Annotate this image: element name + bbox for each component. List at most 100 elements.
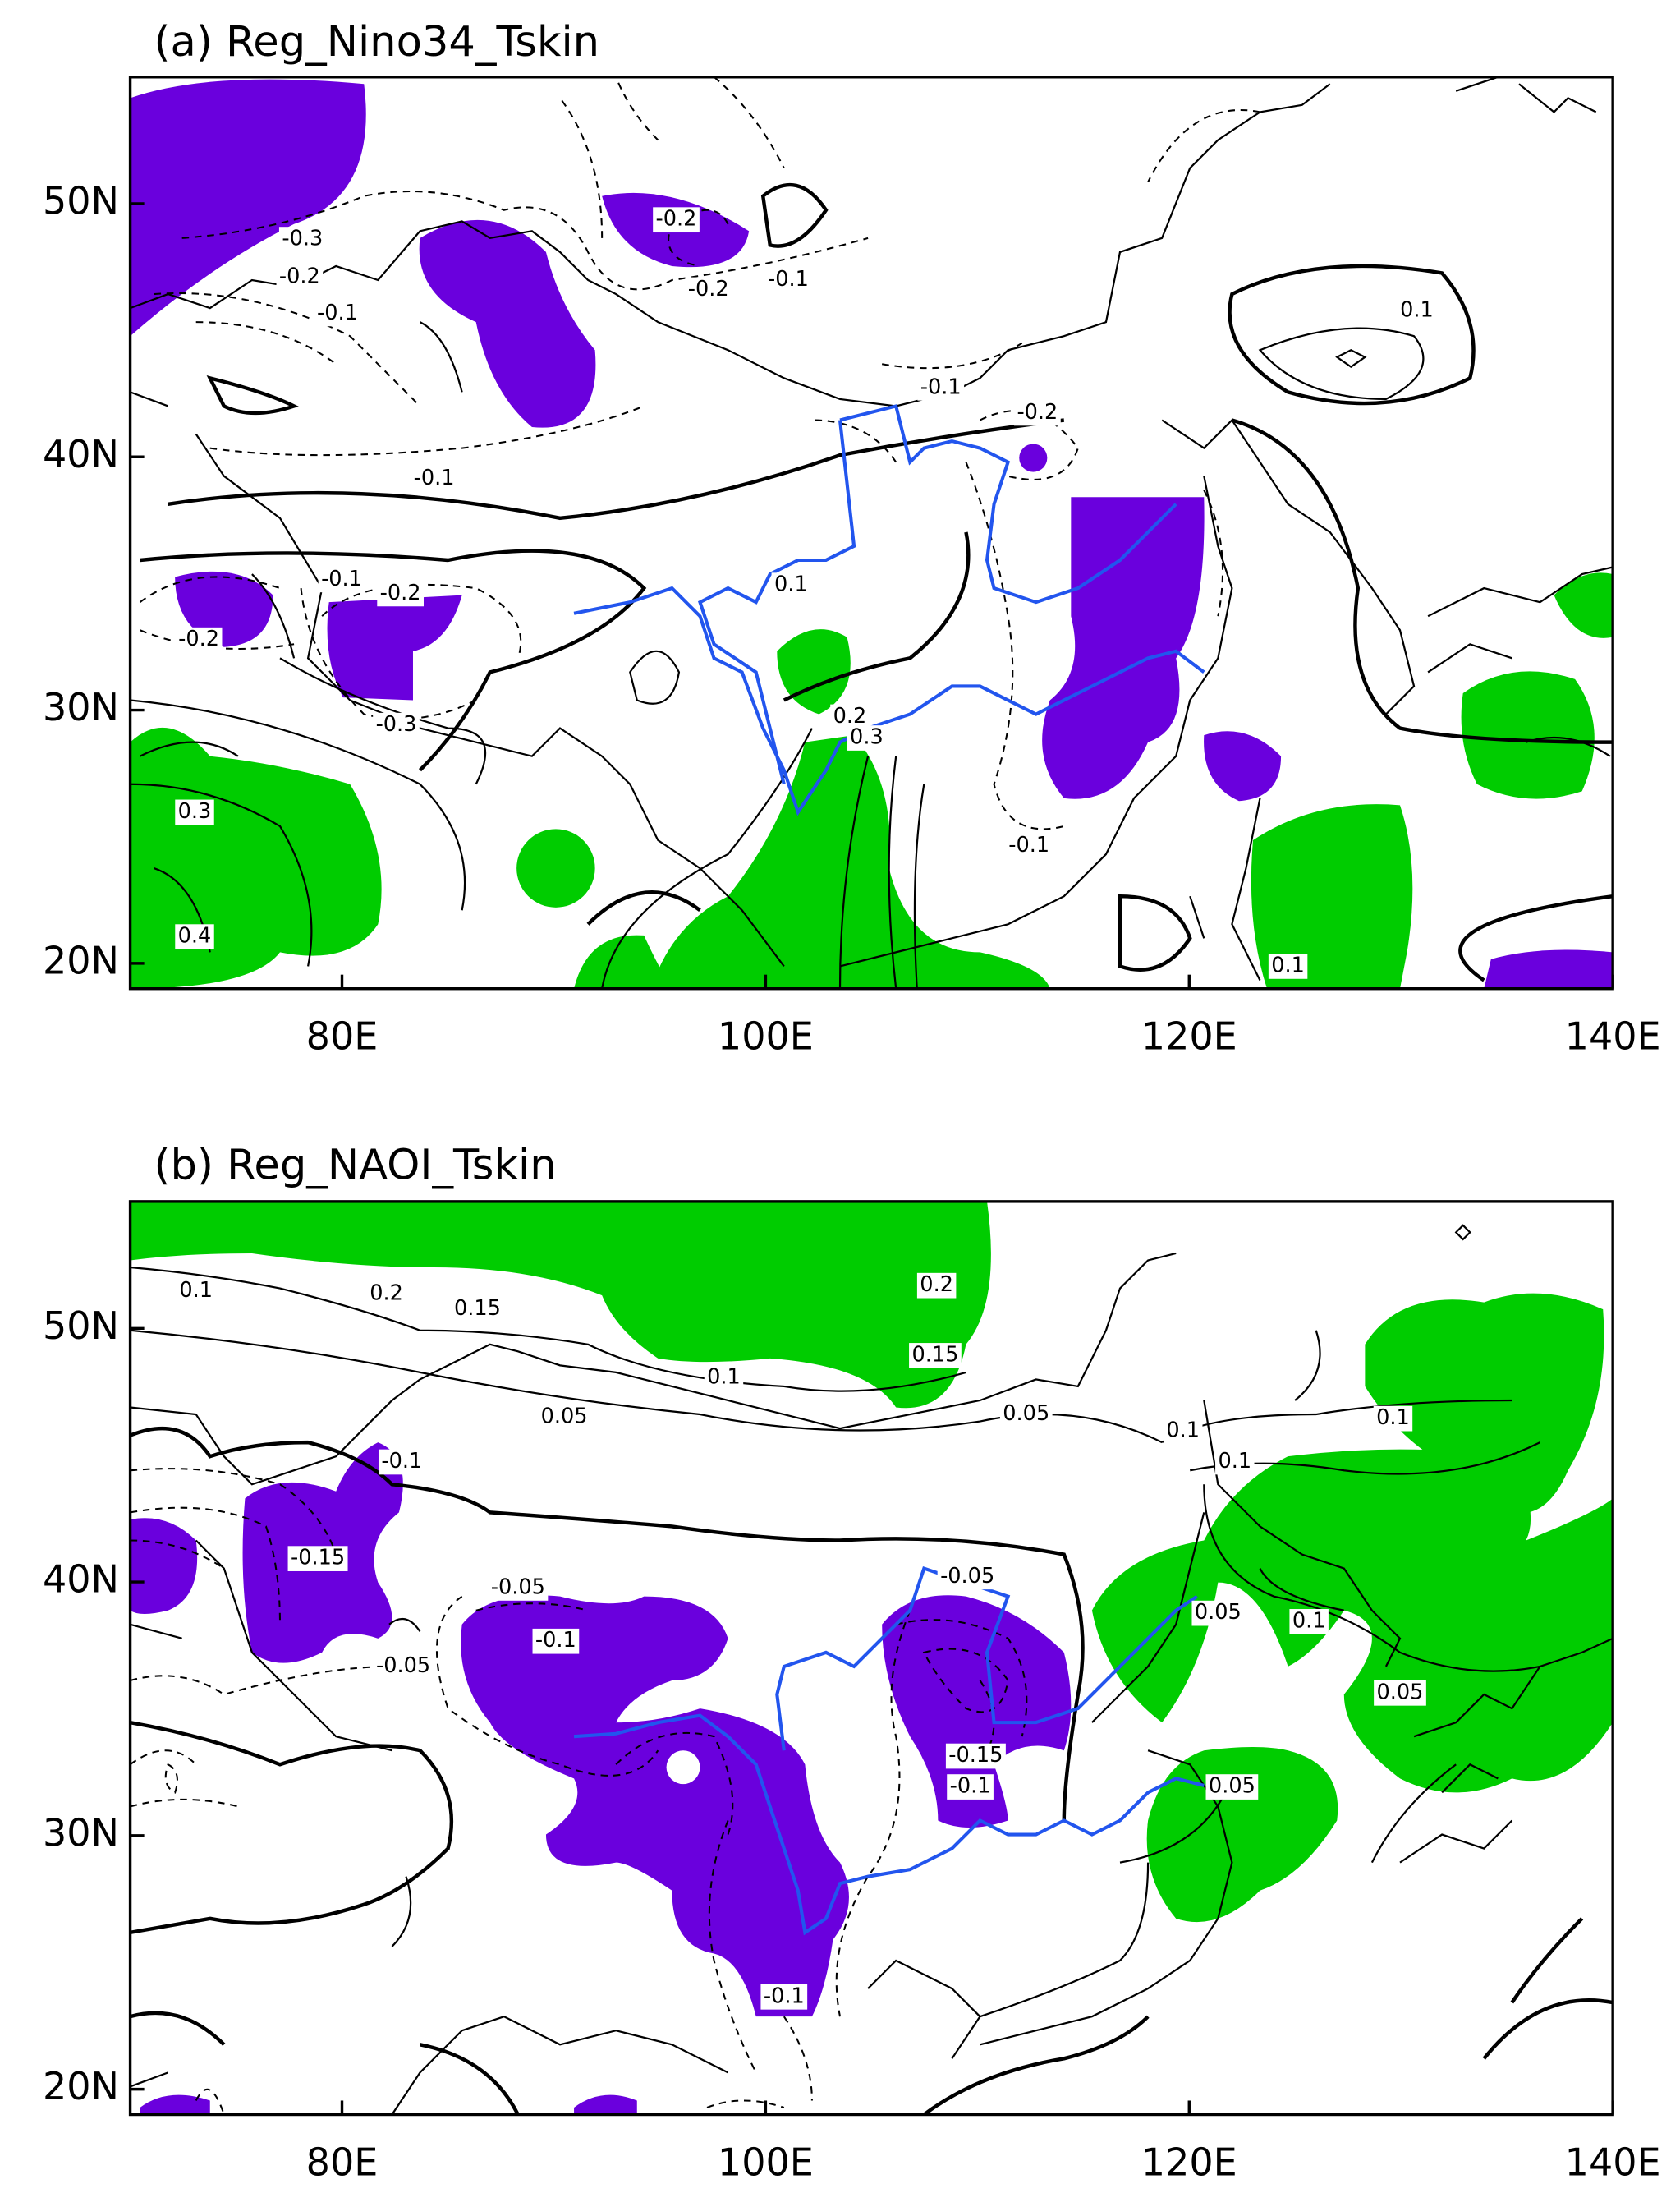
contour-label-text: -0.1 — [317, 301, 358, 325]
contour-label-text: 0.2 — [370, 1280, 403, 1305]
contour-label: 0.1 — [1373, 1405, 1413, 1432]
contour-label-text: 0.1 — [1271, 953, 1305, 977]
x-tick-label: 100E — [718, 2140, 814, 2184]
contour-label: 0.1 — [1289, 1608, 1329, 1634]
contour-label: 0.15 — [909, 1342, 962, 1368]
label-bg — [947, 1774, 994, 1800]
contour-label-text: -0.1 — [535, 1628, 576, 1653]
label-bg — [378, 1449, 425, 1475]
contour-label: 0.05 — [1205, 1774, 1259, 1800]
map-b — [130, 1201, 1613, 2115]
contour-label-text: 0.1 — [774, 572, 808, 597]
contour-label-text: 0.1 — [179, 1278, 213, 1303]
contour-label: 0.1 — [1397, 298, 1437, 324]
label-bg — [451, 1296, 504, 1322]
contour-label-text: 0.2 — [833, 704, 867, 729]
label-bg — [175, 627, 223, 653]
label-bg — [1374, 1680, 1426, 1706]
contour-label-text: -0.1 — [920, 375, 962, 399]
contour-label: 0.1 — [1163, 1418, 1203, 1444]
contour-label-text: 0.1 — [1166, 1418, 1200, 1442]
label-bg — [685, 277, 732, 303]
contour-label-text: -0.05 — [491, 1575, 545, 1599]
y-tick-label: 50N — [43, 1303, 119, 1348]
contour-label: -0.2 — [1014, 400, 1061, 426]
contour-label-text: -0.05 — [376, 1653, 430, 1678]
contour-label: 0.1 — [1215, 1449, 1255, 1475]
contour-label: -0.2 — [276, 264, 324, 290]
contour-label-text: 0.05 — [1003, 1401, 1049, 1426]
label-bg — [1373, 1405, 1413, 1432]
label-bg — [1397, 298, 1437, 324]
label-bg — [764, 267, 812, 293]
x-tick-label: 120E — [1141, 2140, 1237, 2184]
contour-label: 0.05 — [538, 1404, 590, 1430]
contour-label: 0.3 — [847, 725, 887, 751]
contour-label: 0.05 — [999, 1401, 1053, 1428]
y-tick-label: 20N — [43, 2064, 119, 2108]
frame-a — [128, 76, 1614, 991]
label-bg — [175, 924, 214, 949]
label-bg — [176, 1278, 216, 1304]
contour-label-text: -0.2 — [688, 277, 729, 301]
contour-label: 0.05 — [1374, 1680, 1426, 1706]
panel-title: (a) Reg_Nino34_Tskin — [154, 18, 600, 67]
label-bg — [287, 1546, 348, 1571]
contour-label-text: -0.1 — [950, 1774, 991, 1799]
contour-label: -0.15 — [945, 1743, 1006, 1769]
contour-label: 0.1 — [176, 1278, 216, 1304]
contour-label: -0.3 — [278, 227, 326, 252]
label-bg — [276, 264, 324, 290]
contour-label: 0.3 — [175, 799, 214, 825]
contour-label: -0.05 — [373, 1653, 434, 1680]
contour-label-text: 0.3 — [850, 725, 884, 750]
label-bg — [916, 1272, 957, 1299]
y-tick-label: 20N — [43, 938, 119, 982]
contour-label: 0.1 — [771, 572, 811, 599]
contour-label-text: -0.2 — [1017, 400, 1058, 425]
contour-label: -0.1 — [917, 375, 965, 401]
contour-label-text: 0.1 — [1292, 1608, 1326, 1633]
contour-label-text: 0.15 — [911, 1342, 958, 1367]
label-bg — [1163, 1418, 1203, 1444]
label-bg — [532, 1628, 580, 1654]
contour-label: 0.4 — [175, 924, 214, 949]
x-tick-label: 120E — [1141, 1014, 1237, 1059]
contour-label-text: 0.05 — [1209, 1774, 1255, 1799]
label-bg — [937, 1564, 998, 1590]
contour-label: 0.2 — [366, 1280, 406, 1307]
label-bg — [1215, 1449, 1255, 1475]
panel-title: (b) Reg_NAOI_Tskin — [154, 1142, 557, 1190]
contour-label-text: 0.1 — [707, 1365, 741, 1390]
x-tick-label: 80E — [306, 2140, 379, 2184]
label-bg — [1005, 833, 1053, 859]
label-bg — [1205, 1774, 1259, 1800]
contour-label: 0.1 — [704, 1365, 744, 1391]
contour-label: -0.2 — [377, 581, 424, 607]
label-bg — [1191, 1600, 1245, 1626]
contour-label-text: -0.2 — [279, 264, 320, 289]
y-tick-label: 50N — [43, 178, 119, 223]
x-tick-label: 80E — [306, 1014, 379, 1059]
contour-label: -0.1 — [532, 1628, 580, 1654]
label-bg — [653, 207, 700, 233]
label-bg — [373, 712, 420, 738]
contour-label-text: -0.2 — [380, 581, 421, 605]
contour-label-text: -0.3 — [282, 227, 323, 251]
contour-label-text: -0.1 — [1008, 833, 1049, 857]
contour-label: -0.1 — [764, 267, 812, 293]
contour-label-text: 0.05 — [1195, 1600, 1242, 1625]
contour-label: -0.05 — [937, 1564, 998, 1590]
x-tick-label: 140E — [1565, 2140, 1661, 2184]
label-bg — [999, 1401, 1053, 1428]
contour-label-text: 0.3 — [178, 799, 212, 824]
contour-label-text: 0.4 — [178, 924, 212, 949]
contour-label: -0.15 — [287, 1546, 348, 1571]
contour-label-text: 0.05 — [541, 1404, 588, 1428]
contour-label-text: 0.1 — [1400, 298, 1434, 323]
contour-label-text: -0.15 — [291, 1546, 345, 1570]
label-bg — [488, 1575, 549, 1601]
label-bg — [278, 227, 326, 252]
label-bg — [175, 799, 214, 825]
